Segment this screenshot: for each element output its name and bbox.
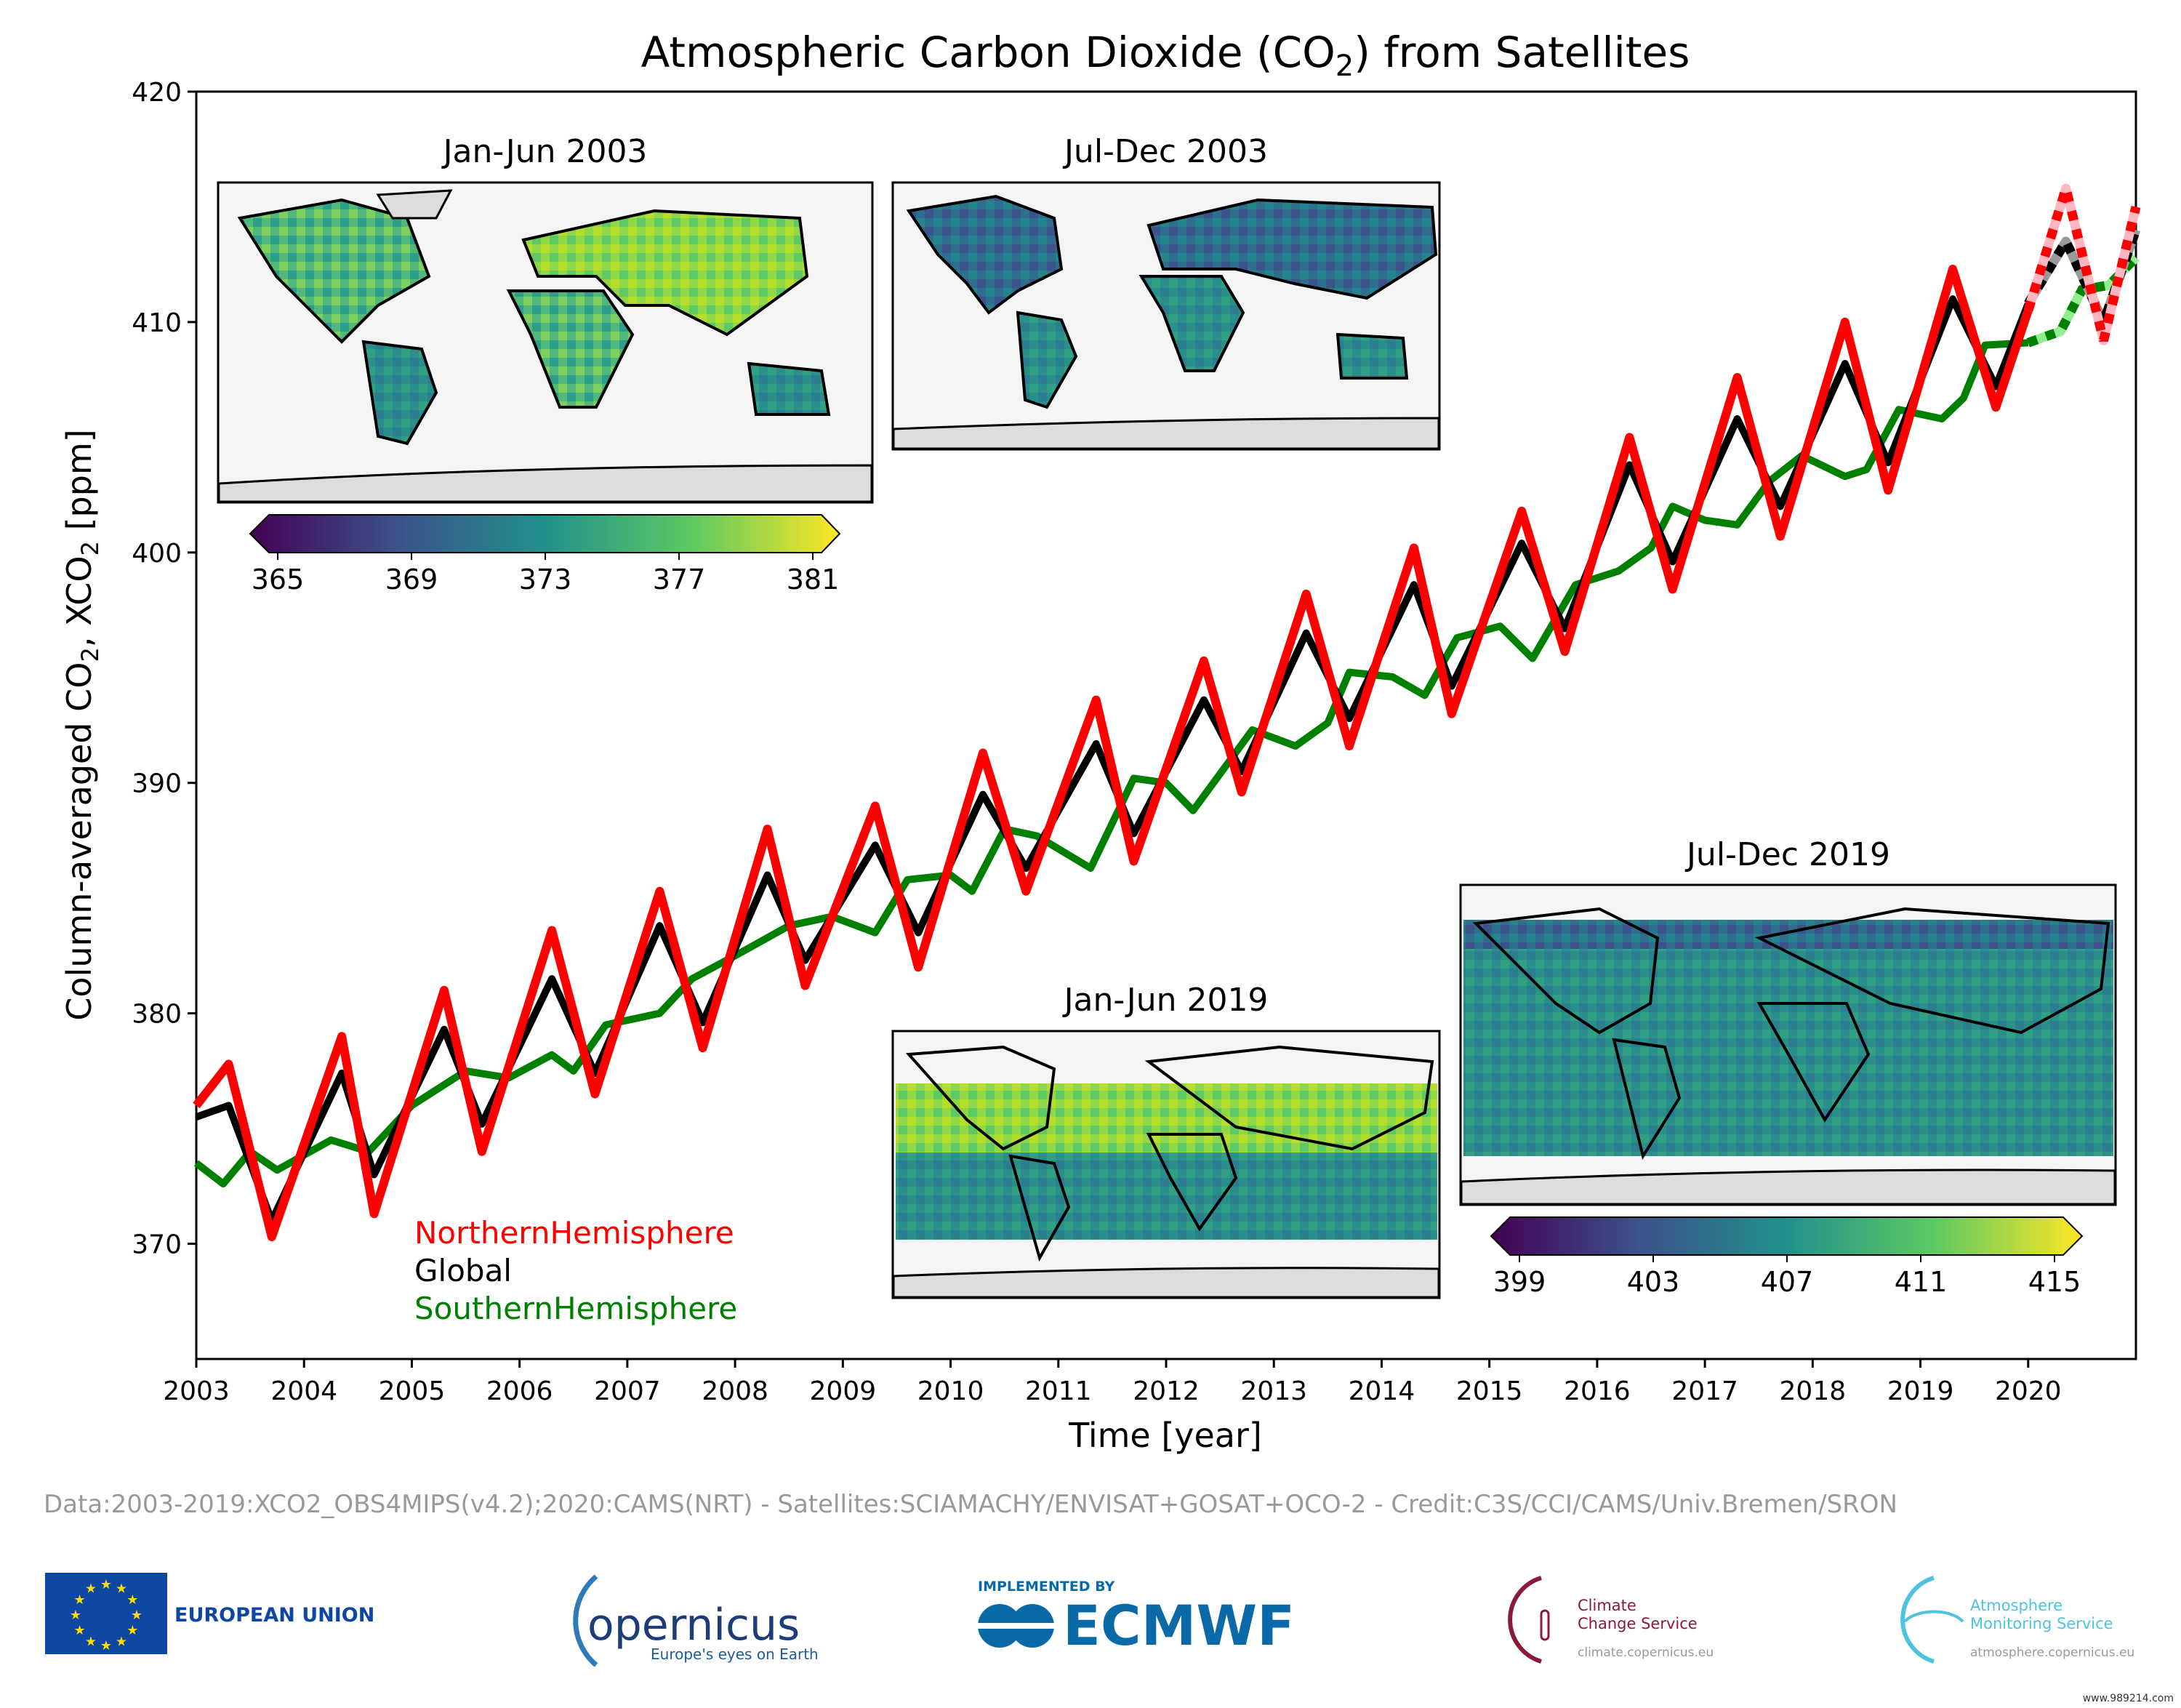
- legend-southern: SouthernHemisphere: [414, 1291, 737, 1326]
- x-tick-label: 2004: [270, 1376, 337, 1406]
- inset-title: Jul-Dec 2003: [1062, 133, 1268, 170]
- y-tick-label: 390: [132, 769, 182, 799]
- x-tick-label: 2018: [1780, 1376, 1847, 1406]
- star-icon: ★: [100, 1577, 112, 1592]
- svg-text:atmosphere.copernicus.eu: atmosphere.copernicus.eu: [1970, 1645, 2134, 1660]
- x-tick-label: 2010: [917, 1376, 984, 1406]
- y-axis-label: Column-averaged CO2, XCO2 [ppm]: [60, 429, 104, 1020]
- eu-logo: ★ ★★★★★★★★★★★ EUROPEAN UNION: [45, 1573, 374, 1654]
- x-tick-label: 2007: [594, 1376, 661, 1406]
- star-icon: ★: [85, 1581, 97, 1597]
- x-tick-label: 2020: [1995, 1376, 2062, 1406]
- star-icon: ★: [100, 1638, 112, 1653]
- inset-map-jul-dec-2019: Jul-Dec 2019: [1459, 836, 2117, 1206]
- star-icon: ★: [126, 1592, 138, 1608]
- colorbar-tick-label: 377: [653, 564, 706, 596]
- eu-label: EUROPEAN UNION: [174, 1604, 374, 1627]
- colorbar-tick-label: 407: [1761, 1266, 1814, 1298]
- series-lines: [193, 170, 2141, 1241]
- svg-text:Europe's eyes on Earth: Europe's eyes on Earth: [651, 1645, 819, 1663]
- legend-global: Global: [414, 1253, 512, 1288]
- x-tick-label: 2017: [1671, 1376, 1738, 1406]
- star-icon: ★: [116, 1581, 127, 1597]
- colorbar-tick-label: 373: [519, 564, 572, 596]
- ecmwf-logo: IMPLEMENTED BY ECMWF: [978, 1579, 1295, 1658]
- svg-text:IMPLEMENTED BY: IMPLEMENTED BY: [978, 1579, 1115, 1595]
- colorbar-tick-label: 403: [1627, 1266, 1680, 1298]
- legend: NorthernHemisphere Global SouthernHemisp…: [414, 1215, 737, 1326]
- chart-title: Atmospheric Carbon Dioxide (CO2) from Sa…: [641, 28, 1690, 83]
- x-tick-label: 2019: [1887, 1376, 1954, 1406]
- svg-text:ECMWF: ECMWF: [1063, 1593, 1295, 1658]
- x-tick-label: 2005: [379, 1376, 446, 1406]
- credits-text: Data:2003-2019:XCO2_OBS4MIPS(v4.2);2020:…: [44, 1490, 1897, 1519]
- colorbar-2019: 399 403 407 411 415: [1490, 1216, 2084, 1298]
- colorbar-tick-label: 399: [1493, 1266, 1546, 1298]
- star-icon: ★: [131, 1608, 142, 1623]
- x-tick-label: 2008: [702, 1376, 768, 1406]
- series-line-northernhemisphere: [193, 265, 2033, 1241]
- x-axis-label: Time [year]: [1068, 1416, 1262, 1455]
- y-axis-ticks: 370 380 390 400 410 420: [132, 78, 196, 1260]
- inset-title: Jul-Dec 2019: [1684, 836, 1890, 873]
- star-icon: ★: [116, 1634, 127, 1649]
- x-tick-label: 2006: [486, 1376, 553, 1406]
- star-icon: ★: [70, 1608, 81, 1623]
- svg-text:Monitoring Service: Monitoring Service: [1970, 1615, 2113, 1632]
- colorbar-tick-label: 411: [1895, 1266, 1948, 1298]
- watermark: www.989214.com: [2083, 1693, 2174, 1704]
- y-tick-label: 420: [132, 78, 182, 108]
- x-tick-label: 2013: [1240, 1376, 1307, 1406]
- c3s-logo: Climate Change Service climate.copernicu…: [1508, 1576, 1714, 1664]
- colorbar-tick-label: 381: [787, 564, 840, 596]
- colorbar-tick-label: 365: [252, 564, 305, 596]
- x-tick-label: 2011: [1025, 1376, 1092, 1406]
- star-icon: ★: [126, 1623, 138, 1638]
- inset-map-jul-dec-2003: Jul-Dec 2003: [891, 133, 1441, 451]
- y-tick-label: 370: [132, 1230, 182, 1260]
- x-tick-label: 2016: [1564, 1376, 1631, 1406]
- star-icon: ★: [74, 1623, 86, 1638]
- y-tick-label: 410: [132, 308, 182, 338]
- star-icon: ★: [85, 1634, 97, 1649]
- x-axis-ticks: 2003 2004 2005 2006 2007 2008 2009 2010 2011 2012…: [163, 1359, 2062, 1406]
- series-nrt-line-northernhemisphere: [2023, 170, 2141, 342]
- svg-text:Atmosphere: Atmosphere: [1970, 1597, 2062, 1614]
- star-icon: ★: [74, 1592, 86, 1608]
- y-tick-label: 400: [132, 539, 182, 569]
- inset-map-jan-jun-2003: Jan-Jun 2003: [217, 133, 874, 504]
- svg-text:climate.copernicus.eu: climate.copernicus.eu: [1578, 1645, 1714, 1660]
- inset-title: Jan-Jun 2019: [1062, 982, 1269, 1019]
- colorbar-tick-label: 369: [385, 564, 438, 596]
- x-tick-label: 2014: [1349, 1376, 1415, 1406]
- x-tick-label: 2012: [1133, 1376, 1200, 1406]
- legend-northern: NorthernHemisphere: [414, 1215, 734, 1251]
- colorbar-tick-label: 415: [2028, 1266, 2081, 1298]
- inset-title: Jan-Jun 2003: [441, 133, 648, 170]
- x-tick-label: 2009: [810, 1376, 877, 1406]
- svg-text:opernicus: opernicus: [587, 1600, 800, 1651]
- copernicus-logo: opernicus Europe's eyes on Earth: [573, 1574, 819, 1667]
- x-tick-label: 2015: [1456, 1376, 1523, 1406]
- svg-text:Climate: Climate: [1578, 1597, 1636, 1614]
- inset-map-jan-jun-2019: Jan-Jun 2019: [891, 982, 1441, 1299]
- colorbar-2003: 365 369 373 377 381: [249, 514, 841, 596]
- series-line-southernhemisphere: [193, 339, 2029, 1188]
- x-tick-label: 2003: [163, 1376, 230, 1406]
- cams-logo: Atmosphere Monitoring Service atmosphere…: [1900, 1576, 2134, 1664]
- svg-text:Change Service: Change Service: [1578, 1615, 1698, 1632]
- y-tick-label: 380: [132, 1000, 182, 1030]
